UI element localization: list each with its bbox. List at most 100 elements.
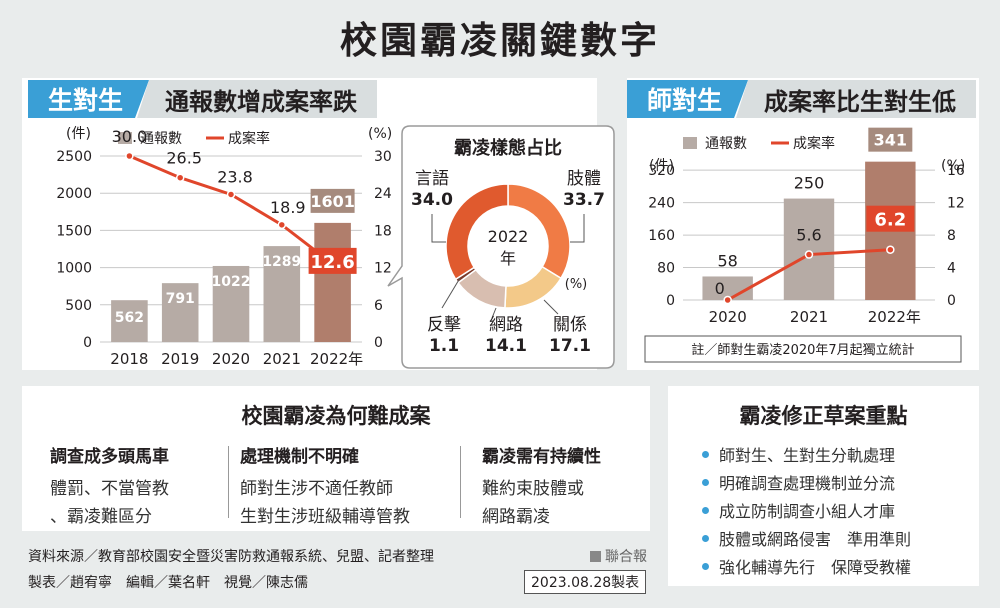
- legend-line-label: 成案率: [793, 135, 835, 152]
- slice-name-cyber: 網路: [489, 315, 523, 335]
- left-combo-chart: 0 500 1000 1500 2000 2500 0 6 12 18 24 30 (件) (%) 通報數 成…: [56, 126, 392, 368]
- y-left-tick-label: 1500: [56, 223, 92, 239]
- amendment-title: 霸凌修正草案重點: [739, 404, 908, 428]
- reason-3-line-1: 難約束肢體或: [482, 479, 584, 499]
- leader-line: [570, 214, 585, 243]
- x-category-label: 2022年: [310, 350, 363, 368]
- legend-bar-label: 通報數: [140, 131, 182, 147]
- bar-value-label: 1022: [212, 274, 251, 290]
- y-left-tick-label: 1000: [56, 261, 92, 277]
- rate-value-label: 18.9: [270, 198, 306, 217]
- rate-value-label: 23.8: [217, 167, 253, 186]
- rate-point: [125, 151, 134, 161]
- bar-value-label: 341: [874, 131, 907, 150]
- slice-value-relational: 17.1: [549, 336, 591, 356]
- reason-1-line-1: 體罰、不當管教: [50, 479, 169, 499]
- main-title: 校園霸凌關鍵數字: [340, 19, 660, 62]
- rate-point: [175, 173, 185, 182]
- y-left-tick-label: 160: [648, 228, 675, 244]
- rate-value-label: 5.6: [796, 226, 821, 245]
- bar-value-label: 1289: [262, 254, 301, 270]
- y-left-tick-label: 500: [65, 298, 92, 314]
- rate-point: [886, 245, 895, 254]
- rate-point: [226, 190, 236, 199]
- x-category-label: 2021: [263, 350, 301, 368]
- donut-title: 霸凌樣態占比: [454, 137, 562, 159]
- slice-name-counter: 反擊: [427, 315, 461, 335]
- right-section-header: 師對生 成案率比生對生低: [627, 80, 977, 118]
- rate-value-label: 30.0: [112, 127, 148, 146]
- bar-2020: [212, 265, 250, 342]
- divider-1: [228, 446, 229, 518]
- reason-2: 處理機制不明確 師對生涉不適任教師 生對生涉班級輔導管教: [240, 442, 410, 531]
- reason-3-heading: 霸凌需有持續性: [482, 447, 601, 467]
- left-section-subtitle: 通報數增成案率跌: [137, 80, 378, 118]
- bullet-dot: [702, 450, 709, 458]
- right-combo-chart: 0 80 160 240 320 0 4 8 12 16 (件) (%) 通報數 成案率 58 250 341 0…: [644, 127, 965, 363]
- difficulty-box: 校園霸凌為何難成案 調查成多頭馬車 體罰、不當管教 、霸凌難區分 處理機制不明確…: [22, 386, 650, 531]
- rate-value-box: [866, 205, 915, 232]
- amendment-item-2-text: 明確調查處理機制並分流: [719, 474, 896, 493]
- reason-2-line-1: 師對生涉不適任教師: [240, 479, 393, 499]
- publish-date: 2023.08.28製表: [524, 570, 647, 594]
- bullet-dot: [702, 534, 709, 542]
- x-category-label: 2021: [790, 308, 828, 326]
- y-right-tick-label: 24: [374, 186, 392, 202]
- bar-2022年: [314, 222, 351, 342]
- rate-value-label: 26.5: [166, 149, 202, 168]
- bar-value-label: 250: [794, 174, 825, 193]
- bullet-dot: [702, 478, 709, 486]
- rate-point: [804, 250, 814, 259]
- slice-value-cyber: 14.1: [485, 336, 527, 356]
- divider-2: [460, 446, 461, 518]
- legend-line-label: 成案率: [228, 130, 270, 147]
- donut-callout-bubble: [387, 125, 615, 369]
- rate-value-box: [308, 247, 357, 274]
- bar-value-box: [868, 127, 913, 152]
- reason-3-line-2: 網路霸凌: [482, 507, 550, 527]
- rate-value-label: 6.2: [874, 210, 906, 231]
- bar-2021: [783, 198, 835, 300]
- reason-1: 調查成多頭馬車 體罰、不當管教 、霸凌難區分: [50, 442, 169, 531]
- amendment-item-2: 明確調查處理機制並分流: [702, 470, 895, 494]
- reason-2-line-2: 生對生涉班級輔導管教: [240, 507, 410, 527]
- bar-2018: [111, 300, 148, 342]
- donut-center-year: 2022: [488, 227, 529, 246]
- bar-value-label: 791: [166, 291, 195, 307]
- bullet-dot: [702, 562, 709, 570]
- bullet-dot: [702, 506, 709, 514]
- y-right-tick-label: 16: [947, 163, 965, 179]
- y-right-tick-label: 12: [374, 261, 392, 277]
- bar-2021: [263, 246, 301, 342]
- right-section-tag: 師對生: [627, 80, 748, 118]
- y-right-tick-label: 30: [374, 149, 392, 165]
- bar-value-label: 1601: [310, 192, 355, 211]
- reason-1-heading: 調查成多頭馬車: [50, 447, 169, 467]
- x-category-label: 2018: [110, 350, 148, 368]
- footnote-box: [644, 335, 962, 363]
- amendment-box: 霸凌修正草案重點 師對生、生對生分軌處理 明確調查處理機制並分流 成立防制調查小…: [668, 386, 979, 586]
- x-category-label: 2019: [161, 350, 199, 368]
- right-section-subtitle: 成案率比生對生低: [736, 80, 977, 118]
- rate-value-label: 0: [715, 279, 725, 298]
- y-left-tick-label: 2000: [56, 186, 92, 202]
- reason-2-heading: 處理機制不明確: [240, 447, 359, 467]
- reason-1-line-2: 、霸凌難區分: [50, 507, 152, 527]
- slice-value-counter: 1.1: [429, 336, 459, 356]
- amendment-item-5: 強化輔導先行 保障受教權: [702, 554, 911, 578]
- amendment-item-3-text: 成立防制調查小組人才庫: [719, 502, 896, 521]
- production-credit: 製表／趙宥寧 編輯／葉名軒 視覺／陳志儒: [28, 575, 308, 591]
- x-category-label: 2020: [212, 350, 250, 368]
- y-right-unit: (%): [941, 158, 965, 174]
- leader-line: [431, 214, 446, 243]
- y-right-tick-label: 0: [947, 293, 956, 309]
- bar-value-box: [310, 188, 355, 213]
- footnote-text: 註／師對生霸凌2020年7月起獨立統計: [691, 342, 914, 358]
- amendment-item-4: 肢體或網路侵害 準用準則: [702, 526, 911, 550]
- leader-line: [491, 307, 497, 319]
- left-section-header: 生對生 通報數增成案率跌: [28, 80, 378, 118]
- y-left-unit: (件): [649, 158, 674, 174]
- donut-slice-言語: [445, 183, 509, 281]
